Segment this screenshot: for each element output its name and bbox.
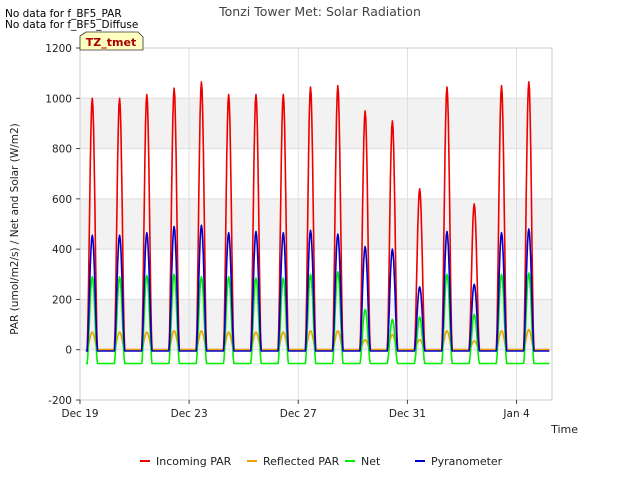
site-badge-text: TZ_tmet <box>86 36 136 49</box>
legend-label: Net <box>361 455 381 468</box>
no-data-note-diffuse: No data for f_BF5_Diffuse <box>5 19 139 31</box>
y-tick-label: 600 <box>52 194 72 206</box>
y-axis-label: PAR (umol/m2/s) / Net and Solar (W/m2) <box>9 123 21 335</box>
series-lines <box>85 81 550 365</box>
site-badge: TZ_tmet <box>79 31 144 51</box>
y-tick-label: 200 <box>52 294 72 306</box>
background-band <box>80 98 552 149</box>
y-tick-label: 0 <box>65 345 72 357</box>
x-tick-label: Dec 27 <box>280 408 317 420</box>
plot-frame <box>79 47 553 401</box>
y-tick-label: -200 <box>48 395 72 407</box>
series-line-incoming-par <box>85 81 550 351</box>
y-tick-label: 800 <box>52 144 72 156</box>
x-tick-label: Dec 19 <box>61 408 98 420</box>
x-axis-ticks: Dec 19 Dec 23 Dec 27 Dec 31 Jan 4 <box>61 400 530 420</box>
chart-title: Tonzi Tower Met: Solar Radiation <box>218 4 421 19</box>
y-tick-label: 400 <box>52 244 72 256</box>
no-data-note-par: No data for f_BF5_PAR <box>5 8 122 20</box>
x-tick-label: Dec 31 <box>389 408 426 420</box>
x-tick-label: Jan 4 <box>502 408 530 420</box>
legend: Incoming PAR Reflected PAR Net Pyranometer <box>140 455 503 468</box>
series-line-net <box>85 271 550 365</box>
legend-label: Pyranometer <box>431 455 503 468</box>
legend-label: Incoming PAR <box>156 455 232 468</box>
background-band <box>80 198 552 250</box>
x-tick-label: Dec 23 <box>171 408 208 420</box>
y-tick-label: 1000 <box>45 93 72 105</box>
series-line-pyranometer <box>85 224 550 352</box>
legend-label: Reflected PAR <box>263 455 340 468</box>
y-tick-label: 1200 <box>45 43 72 55</box>
x-axis-label: Time <box>550 423 578 436</box>
y-axis-ticks: -200 0 200 400 600 800 1000 1200 <box>45 43 80 407</box>
